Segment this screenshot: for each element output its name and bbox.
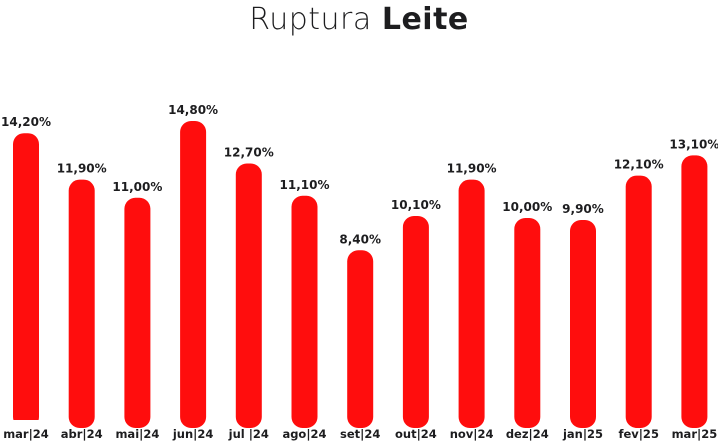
bar-5	[291, 195, 318, 428]
value-label-1: 11,90%	[57, 162, 107, 176]
category-label-8: nov|24	[450, 427, 494, 441]
value-label-5: 11,10%	[280, 178, 330, 192]
bar-9	[514, 218, 541, 428]
bar-1	[68, 179, 95, 428]
value-label-2: 11,00%	[112, 180, 162, 194]
category-label-1: abr|24	[61, 427, 103, 441]
bar-3	[180, 121, 207, 428]
bar-10	[570, 220, 596, 428]
category-label-5: ago|24	[282, 427, 326, 441]
bar-0	[13, 133, 39, 428]
value-label-0: 14,20%	[1, 115, 51, 129]
value-label-9: 10,00%	[502, 200, 552, 214]
category-label-9: dez|24	[506, 427, 549, 441]
value-label-3: 14,80%	[168, 103, 218, 117]
value-label-7: 10,10%	[391, 198, 441, 212]
chart-title-bold: Leite	[381, 2, 469, 37]
category-label-11: fev|25	[618, 427, 659, 441]
category-label-4: jul |24	[228, 427, 269, 441]
bar-12	[681, 155, 708, 428]
chart-title-prefix: Ruptura	[249, 2, 372, 37]
category-label-10: jan|25	[562, 427, 603, 441]
category-label-6: set|24	[340, 427, 380, 441]
value-label-11: 12,10%	[614, 158, 664, 172]
chart-title: Ruptura Leite	[0, 2, 718, 37]
category-label-0: mar|24	[3, 427, 49, 441]
value-label-6: 8,40%	[339, 232, 381, 246]
value-label-4: 12,70%	[224, 146, 274, 160]
value-label-12: 13,10%	[669, 137, 718, 151]
category-label-3: jun|24	[172, 427, 214, 441]
bar-11	[625, 175, 652, 428]
bar-4	[235, 163, 262, 428]
bar-8	[458, 179, 485, 428]
category-label-12: mar|25	[672, 427, 718, 441]
value-label-8: 11,90%	[447, 162, 497, 176]
category-label-7: out|24	[395, 427, 437, 441]
value-label-10: 9,90%	[562, 202, 604, 216]
bar-2	[124, 197, 151, 428]
category-label-2: mai|24	[115, 427, 159, 441]
bar-6	[347, 250, 374, 428]
bar-7	[402, 216, 429, 428]
